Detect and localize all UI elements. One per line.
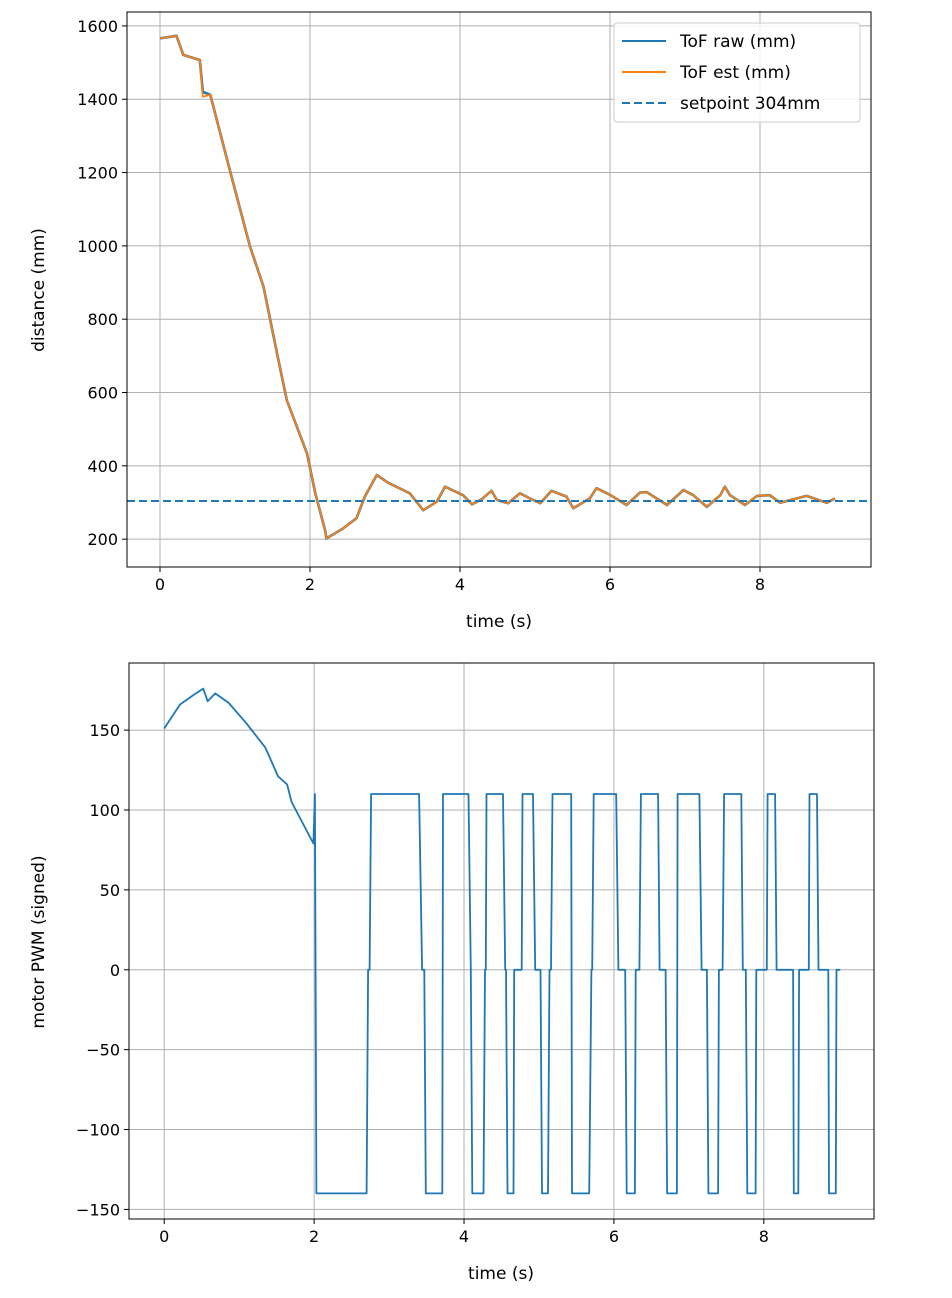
y-tick-label: 1600	[77, 17, 118, 36]
x-axis-label: time (s)	[468, 1264, 534, 1284]
x-tick-label: 6	[605, 575, 615, 594]
y-tick-label: −50	[86, 1041, 120, 1060]
y-axis-label: distance (mm)	[29, 228, 49, 352]
axes-frame	[126, 11, 872, 568]
series-pwm-line	[163, 687, 841, 1195]
y-tick-label: −100	[76, 1121, 120, 1140]
y-tick-label: 100	[89, 801, 120, 820]
y-axis-label: motor PWM (signed)	[29, 855, 49, 1028]
series-group	[127, 34, 871, 540]
y-tick-label: −150	[76, 1200, 120, 1219]
y-tick-label: 0	[110, 961, 120, 980]
pwm-chart: 0 2 4 6 8 −150 −100 −50 0 50 100 150 time (s) motor…	[29, 662, 875, 1284]
series-group	[163, 687, 841, 1195]
y-tick-label: 1200	[77, 164, 118, 183]
legend-box	[613, 22, 861, 123]
x-tick-label: 2	[305, 575, 315, 594]
y-tick-label: 200	[87, 530, 118, 549]
x-tick-label: 0	[155, 575, 165, 594]
legend-label-est: ToF est (mm)	[679, 63, 791, 83]
y-tick-label: 1400	[77, 90, 118, 109]
y-tick-label: 150	[89, 721, 120, 740]
series-est-line	[159, 34, 836, 540]
y-tick-label: 50	[100, 881, 120, 900]
legend-label-setpoint: setpoint 304mm	[680, 94, 820, 114]
y-tick-label: 600	[87, 384, 118, 403]
x-tick-label: 8	[759, 1227, 769, 1246]
legend: ToF raw (mm) ToF est (mm) setpoint 304mm	[613, 22, 861, 123]
y-tick-label: 800	[87, 310, 118, 329]
x-tick-label: 6	[609, 1227, 619, 1246]
x-tick-label: 2	[309, 1227, 319, 1246]
distance-chart: 0 2 4 6 8 200 400 600 800 1000 1200 1400 1600 time (…	[29, 11, 872, 632]
x-tick-label: 4	[459, 1227, 469, 1246]
y-tick-label: 1000	[77, 237, 118, 256]
plot-area: 0 2 4 6 8 −150 −100 −50 0 50 100 150	[76, 662, 875, 1246]
axes-frame	[128, 662, 875, 1220]
x-axis-label: time (s)	[466, 612, 532, 632]
plot-area: 0 2 4 6 8 200 400 600 800 1000 1200 1400 1600	[77, 11, 872, 594]
y-tick-label: 400	[87, 457, 118, 476]
x-tick-label: 4	[455, 575, 465, 594]
x-tick-label: 0	[159, 1227, 169, 1246]
legend-label-raw: ToF raw (mm)	[679, 32, 796, 52]
x-tick-label: 8	[755, 575, 765, 594]
